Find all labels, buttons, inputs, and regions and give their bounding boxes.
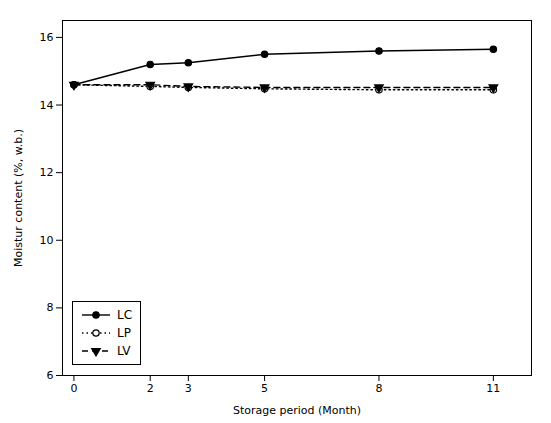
html-text:LP: LP <box>117 326 131 340</box>
svg-text:12: 12 <box>40 166 54 179</box>
svg-text:14: 14 <box>40 99 54 112</box>
svg-text:Storage period (Month): Storage period (Month) <box>233 404 361 417</box>
svg-text:5: 5 <box>261 382 268 395</box>
html-text:LC: LC <box>117 308 133 322</box>
html-text:LV: LV <box>117 344 131 358</box>
svg-text:8: 8 <box>375 382 382 395</box>
svg-text:2: 2 <box>147 382 154 395</box>
svg-text:Moistur content (%, w.b.): Moistur content (%, w.b.) <box>12 129 25 267</box>
svg-text:10: 10 <box>40 234 54 247</box>
svg-text:0: 0 <box>70 382 77 395</box>
svg-text:6: 6 <box>47 369 54 382</box>
svg-text:16: 16 <box>40 31 54 44</box>
svg-text:8: 8 <box>47 301 54 314</box>
svg-text:11: 11 <box>486 382 500 395</box>
svg-text:3: 3 <box>185 382 192 395</box>
